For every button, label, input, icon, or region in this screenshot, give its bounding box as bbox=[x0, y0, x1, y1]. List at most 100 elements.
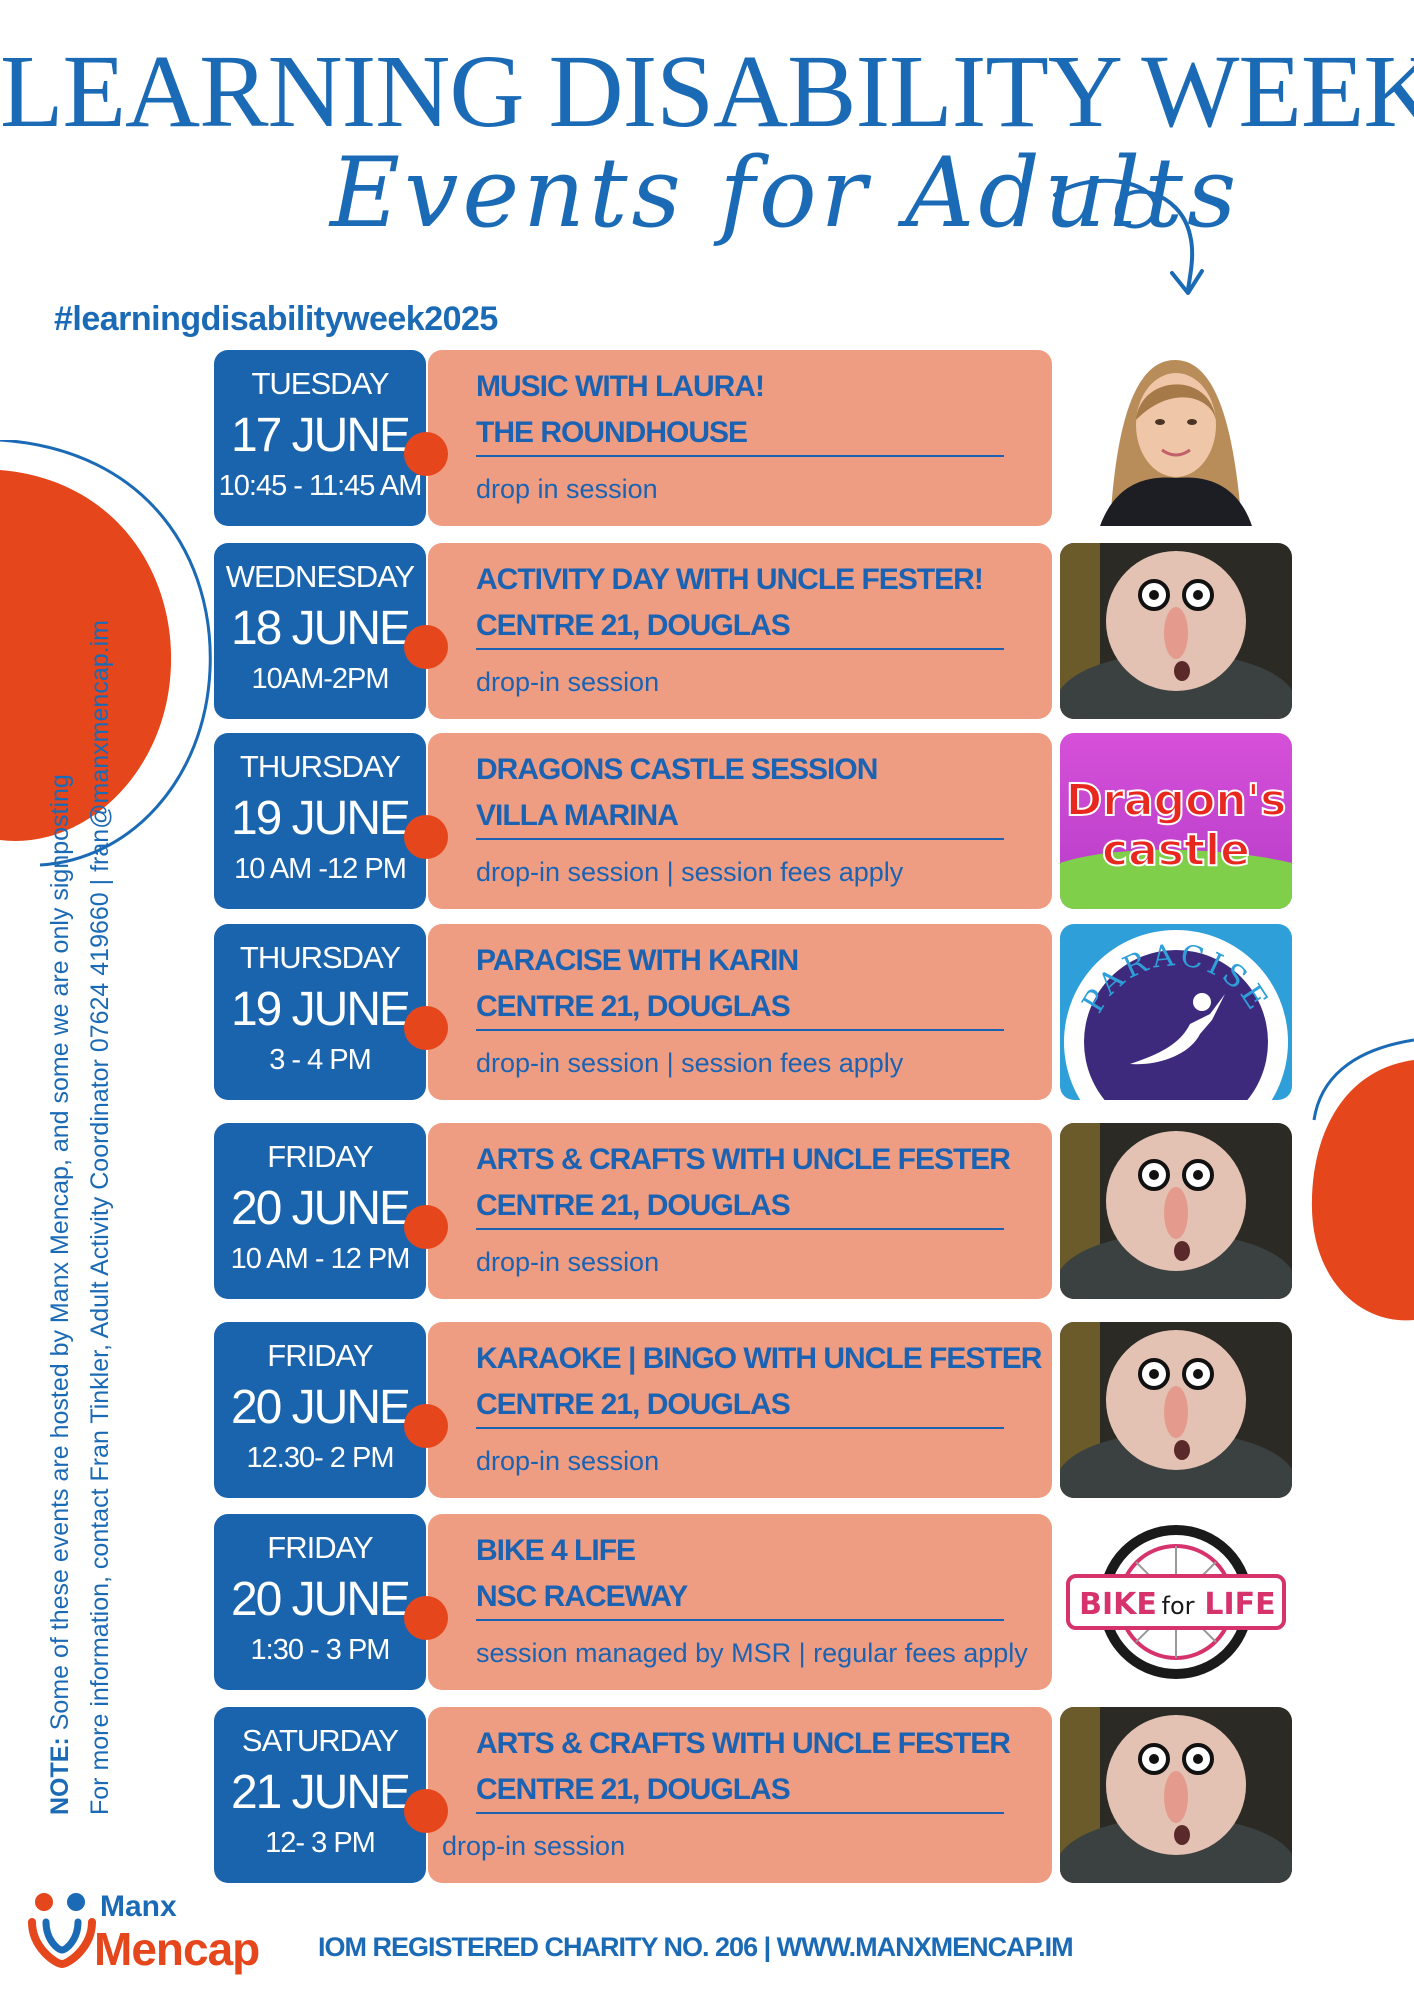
event-info: drop-in session | session fees apply bbox=[476, 1048, 904, 1078]
event-day: SATURDAY bbox=[241, 1723, 399, 1758]
event-date: 19 JUNE bbox=[230, 792, 411, 845]
event-date: 18 JUNE bbox=[230, 602, 411, 655]
event-row: FRIDAY 20 JUNE 1:30 - 3 PM BIKE 4 LIFE N… bbox=[0, 1514, 1414, 1690]
svg-text:BIKE: BIKE bbox=[1079, 1587, 1157, 1622]
charity-footer: IOM REGISTERED CHARITY NO. 206 | WWW.MAN… bbox=[318, 1932, 1074, 1962]
paracise-logo: PARACISE bbox=[1060, 924, 1292, 1100]
event-card: ARTS & CRAFTS WITH UNCLE FESTER CENTRE 2… bbox=[428, 1707, 1052, 1883]
event-info: drop-in session bbox=[442, 1831, 626, 1861]
event-date: 19 JUNE bbox=[230, 983, 411, 1036]
logo-manx: Manx bbox=[100, 1890, 177, 1923]
date-box: THURSDAY 19 JUNE 3 - 4 PM bbox=[214, 924, 426, 1100]
event-time: 12- 3 PM bbox=[265, 1827, 376, 1859]
orange-dot bbox=[404, 1789, 448, 1833]
orange-dot bbox=[404, 1006, 448, 1050]
svg-text:for: for bbox=[1162, 1592, 1195, 1620]
orange-dot bbox=[404, 625, 448, 669]
uncle-fester-image bbox=[1060, 1123, 1292, 1299]
divider bbox=[476, 1427, 1004, 1429]
uncle-fester-image bbox=[1060, 1322, 1292, 1498]
event-card: ARTS & CRAFTS WITH UNCLE FESTER CENTRE 2… bbox=[428, 1123, 1052, 1299]
logo-mencap: Mencap bbox=[94, 1923, 260, 1975]
event-time: 10AM-2PM bbox=[251, 663, 389, 695]
event-title: KARAOKE | BINGO WITH UNCLE FESTER bbox=[476, 1342, 1042, 1375]
date-box: TUESDAY 17 JUNE 10:45 - 11:45 AM bbox=[214, 350, 426, 526]
event-time: 1:30 - 3 PM bbox=[250, 1634, 391, 1666]
svg-text:Dragon's: Dragon's bbox=[1066, 775, 1287, 826]
event-card: DRAGONS CASTLE SESSION VILLA MARINA drop… bbox=[428, 733, 1052, 909]
event-venue: CENTRE 21, DOUGLAS bbox=[476, 609, 791, 642]
event-title: PARACISE WITH KARIN bbox=[476, 944, 799, 977]
divider bbox=[476, 648, 1004, 650]
event-day: WEDNESDAY bbox=[225, 559, 416, 594]
date-box: SATURDAY 21 JUNE 12- 3 PM bbox=[214, 1707, 426, 1883]
bike-for-life-logo: BIKE for LIFE bbox=[1060, 1514, 1292, 1690]
left-orange-blob bbox=[0, 440, 212, 867]
right-orange-blob bbox=[1311, 1038, 1414, 1321]
orange-dot bbox=[404, 432, 448, 476]
event-row: WEDNESDAY 18 JUNE 10AM-2PM ACTIVITY DAY … bbox=[0, 543, 1414, 719]
event-venue: CENTRE 21, DOUGLAS bbox=[476, 1773, 791, 1806]
divider bbox=[476, 1619, 1004, 1621]
orange-dot bbox=[404, 1205, 448, 1249]
date-box: FRIDAY 20 JUNE 1:30 - 3 PM bbox=[214, 1514, 426, 1690]
orange-dot bbox=[404, 1404, 448, 1448]
orange-dot bbox=[404, 815, 448, 859]
event-row: THURSDAY 19 JUNE 3 - 4 PM PARACISE WITH … bbox=[0, 924, 1414, 1100]
event-info: drop-in session | session fees apply bbox=[476, 857, 904, 887]
event-venue: NSC RACEWAY bbox=[476, 1580, 688, 1613]
event-venue: CENTRE 21, DOUGLAS bbox=[476, 1388, 791, 1421]
event-time: 3 - 4 PM bbox=[269, 1044, 372, 1076]
event-title: ARTS & CRAFTS WITH UNCLE FESTER bbox=[476, 1143, 1011, 1176]
orange-dot bbox=[404, 1596, 448, 1640]
event-row: FRIDAY 20 JUNE 10 AM - 12 PM ARTS & CRAF… bbox=[0, 1123, 1414, 1299]
divider bbox=[476, 838, 1004, 840]
date-box: FRIDAY 20 JUNE 10 AM - 12 PM bbox=[214, 1123, 426, 1299]
event-venue: CENTRE 21, DOUGLAS bbox=[476, 990, 791, 1023]
event-title: ARTS & CRAFTS WITH UNCLE FESTER bbox=[476, 1727, 1011, 1760]
event-card: KARAOKE | BINGO WITH UNCLE FESTER CENTRE… bbox=[428, 1322, 1052, 1498]
date-box: FRIDAY 20 JUNE 12.30- 2 PM bbox=[214, 1322, 426, 1498]
event-date: 17 JUNE bbox=[230, 409, 411, 462]
event-day: TUESDAY bbox=[251, 366, 389, 401]
event-row: FRIDAY 20 JUNE 12.30- 2 PM KARAOKE | BIN… bbox=[0, 1322, 1414, 1498]
event-title: MUSIC WITH LAURA! bbox=[476, 370, 765, 403]
laura-portrait-image bbox=[1060, 350, 1292, 526]
event-time: 10 AM - 12 PM bbox=[230, 1243, 411, 1275]
dragons-castle-logo: Dragon's castle bbox=[1060, 733, 1292, 909]
event-row: TUESDAY 17 JUNE 10:45 - 11:45 AM MUSIC W… bbox=[0, 350, 1414, 526]
event-card: PARACISE WITH KARIN CENTRE 21, DOUGLAS d… bbox=[428, 924, 1052, 1100]
event-info: drop-in session bbox=[476, 667, 660, 697]
event-day: FRIDAY bbox=[267, 1338, 373, 1373]
page-title: LEARNING DISABILITY WEEK bbox=[0, 34, 1414, 149]
event-card: ACTIVITY DAY WITH UNCLE FESTER! CENTRE 2… bbox=[428, 543, 1052, 719]
page-subtitle: Events for Adults bbox=[330, 137, 1241, 249]
date-box: WEDNESDAY 18 JUNE 10AM-2PM bbox=[214, 543, 426, 719]
uncle-fester-image bbox=[1060, 1707, 1292, 1883]
event-date: 20 JUNE bbox=[230, 1381, 411, 1434]
event-card: BIKE 4 LIFE NSC RACEWAY session managed … bbox=[428, 1514, 1052, 1690]
uncle-fester-image bbox=[1060, 543, 1292, 719]
event-card: MUSIC WITH LAURA! THE ROUNDHOUSE drop in… bbox=[428, 350, 1052, 526]
event-date: 20 JUNE bbox=[230, 1573, 411, 1626]
divider bbox=[476, 1228, 1004, 1230]
curly-arrow-icon bbox=[1053, 178, 1204, 295]
event-date: 21 JUNE bbox=[230, 1766, 411, 1819]
event-venue: CENTRE 21, DOUGLAS bbox=[476, 1189, 791, 1222]
event-title: ACTIVITY DAY WITH UNCLE FESTER! bbox=[476, 563, 984, 596]
event-day: THURSDAY bbox=[239, 749, 401, 784]
event-info: drop in session bbox=[476, 474, 658, 504]
event-venue: VILLA MARINA bbox=[476, 799, 679, 832]
event-day: FRIDAY bbox=[267, 1139, 373, 1174]
event-date: 20 JUNE bbox=[230, 1182, 411, 1235]
date-box: THURSDAY 19 JUNE 10 AM -12 PM bbox=[214, 733, 426, 909]
event-row: THURSDAY 19 JUNE 10 AM -12 PM DRAGONS CA… bbox=[0, 733, 1414, 909]
event-title: DRAGONS CASTLE SESSION bbox=[476, 753, 878, 786]
event-time: 10:45 - 11:45 AM bbox=[218, 470, 423, 502]
event-row: SATURDAY 21 JUNE 12- 3 PM ARTS & CRAFTS … bbox=[0, 1707, 1414, 1883]
event-info: drop-in session bbox=[476, 1446, 660, 1476]
event-title: BIKE 4 LIFE bbox=[476, 1534, 636, 1567]
divider bbox=[476, 1812, 1004, 1814]
hashtag: #learningdisabilityweek2025 bbox=[54, 300, 498, 338]
event-venue: THE ROUNDHOUSE bbox=[476, 416, 748, 449]
